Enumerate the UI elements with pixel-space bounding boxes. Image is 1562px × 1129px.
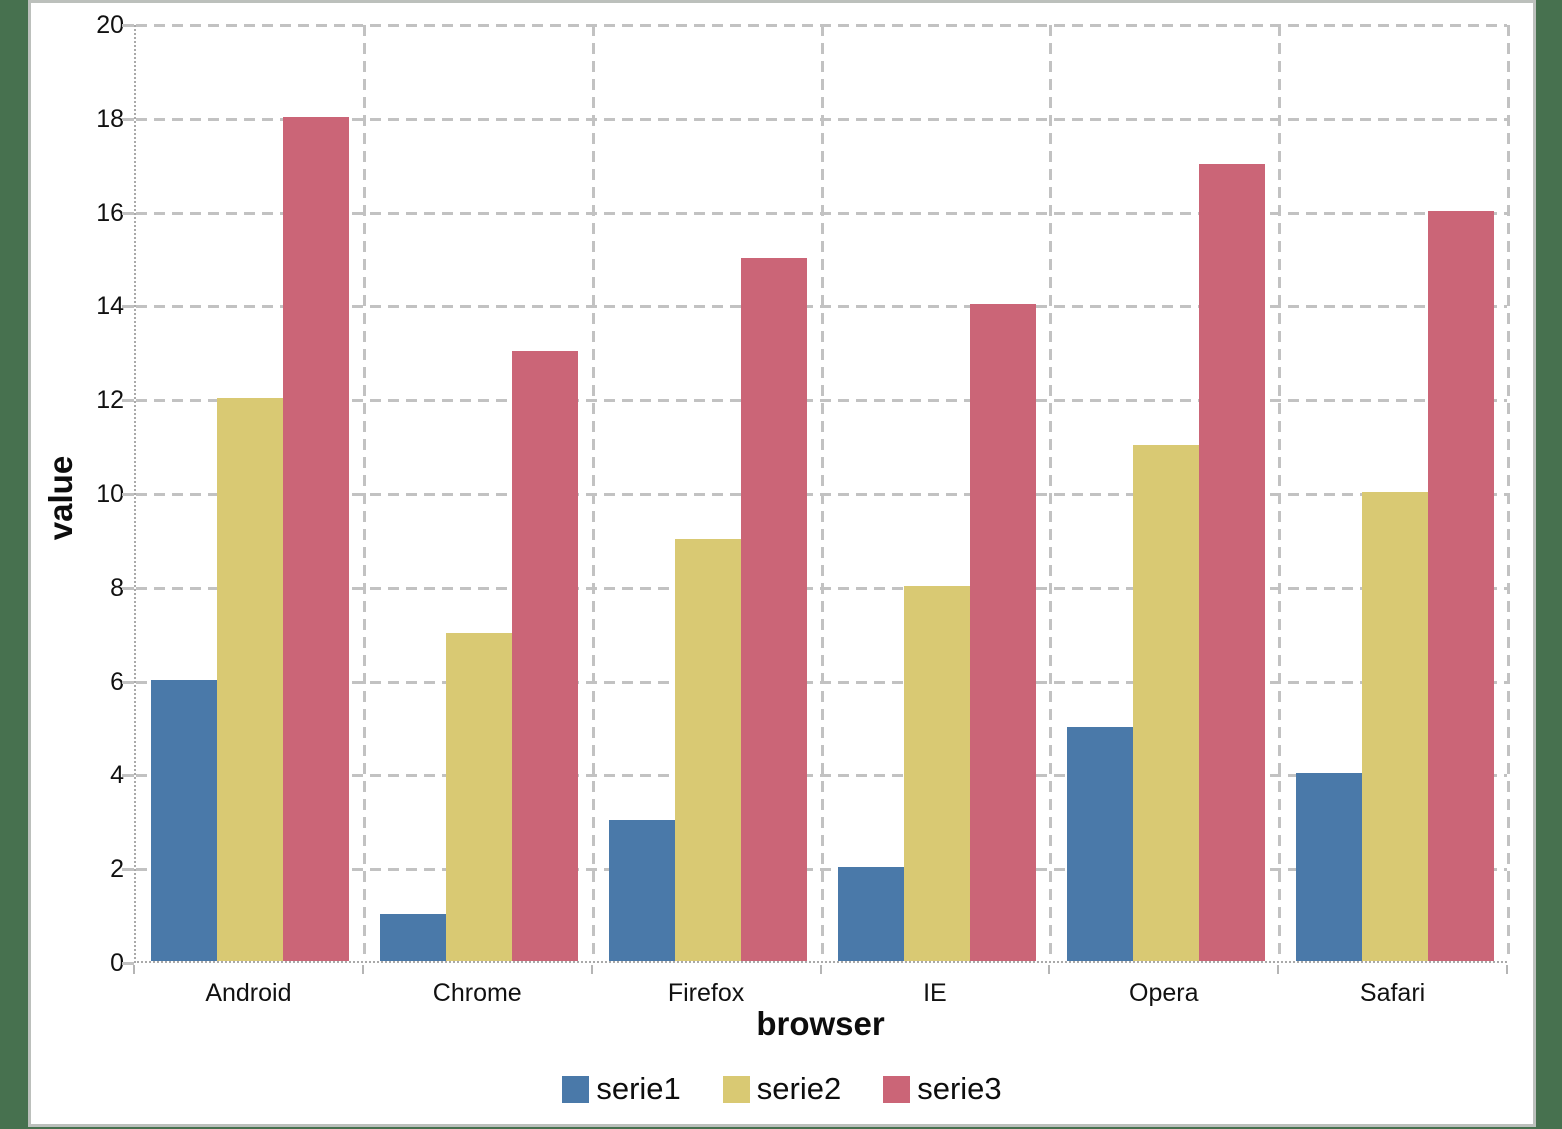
gridline-vertical (362, 25, 366, 961)
x-category-label: Opera (1129, 979, 1199, 1007)
bar-serie2-opera (1132, 445, 1199, 961)
y-tick-label: 14 (96, 292, 124, 321)
y-tick-label: 2 (110, 855, 124, 884)
y-tick-mark (122, 399, 134, 403)
x-tick-mark (819, 965, 822, 974)
legend-label: serie2 (756, 1071, 842, 1106)
gridline-vertical (820, 25, 824, 961)
y-axis-title: value (42, 455, 79, 541)
legend-label: serie3 (917, 1071, 1002, 1106)
y-tick-mark (122, 774, 134, 778)
bar-serie2-android (217, 398, 284, 961)
bar-serie1-safari (1295, 773, 1362, 961)
y-tick-mark (122, 24, 134, 27)
bar-serie1-chrome (380, 914, 447, 961)
legend-swatch-icon (722, 1075, 750, 1103)
gridline-vertical (1278, 25, 1282, 961)
bar-serie1-android (151, 679, 218, 961)
y-tick-label: 6 (110, 667, 124, 696)
y-tick-mark (122, 586, 134, 590)
bar-serie3-android (283, 116, 350, 961)
bar-serie1-opera (1066, 726, 1133, 961)
plot-area (134, 24, 1510, 963)
x-category-label: Firefox (667, 979, 745, 1007)
y-tick-label: 4 (110, 761, 124, 790)
bar-serie3-safari (1427, 210, 1494, 961)
y-tick-mark (122, 493, 134, 496)
x-category-label: IE (923, 979, 947, 1007)
gridline-vertical (1049, 25, 1053, 961)
y-tick-mark (122, 868, 134, 872)
x-tick-mark (1048, 965, 1051, 974)
y-tick-mark (122, 211, 134, 215)
legend-item-serie3: serie3 (883, 1071, 1002, 1107)
bar-serie3-firefox (741, 257, 808, 961)
legend-item-serie2: serie2 (722, 1071, 842, 1107)
bar-serie2-ie (903, 585, 970, 961)
x-category-label: Chrome (432, 979, 522, 1007)
y-tick-label: 18 (96, 104, 124, 133)
chart-panel: 0 2 4 6 8 10 12 14 16 18 20 Android Chrome Firefox IE… (28, 0, 1536, 1127)
y-tick-label: 20 (96, 11, 124, 39)
x-tick-mark (133, 965, 135, 974)
x-tick-mark (361, 965, 364, 974)
bar-serie3-chrome (512, 351, 579, 961)
bar-serie2-firefox (675, 538, 742, 961)
y-tick-label: 0 (110, 949, 124, 977)
bar-serie2-safari (1361, 492, 1428, 961)
bar-serie1-ie (837, 867, 904, 961)
gridline-vertical (1507, 25, 1510, 961)
y-tick-label: 10 (96, 480, 124, 508)
x-tick-mark (1277, 965, 1280, 974)
legend-swatch-icon (883, 1075, 911, 1103)
y-tick-label: 12 (96, 386, 124, 415)
y-tick-mark (122, 962, 134, 965)
legend-swatch-icon (562, 1075, 590, 1103)
x-tick-mark (590, 965, 593, 974)
bar-serie2-chrome (446, 632, 513, 961)
y-tick-mark (122, 305, 134, 309)
legend-item-serie1: serie1 (562, 1071, 681, 1107)
y-tick-mark (122, 117, 134, 121)
bar-serie1-firefox (609, 820, 676, 961)
y-tick-label: 8 (110, 573, 124, 602)
chart-legend: serie1 serie2 serie3 (31, 1071, 1533, 1107)
x-category-label: Android (205, 979, 292, 1007)
x-axis-title: browser (756, 1005, 885, 1042)
y-tick-mark (122, 680, 134, 684)
x-category-label: Safari (1359, 979, 1426, 1007)
bar-serie3-opera (1198, 163, 1265, 961)
gridline-vertical (591, 25, 595, 961)
y-tick-label: 16 (96, 198, 124, 227)
x-tick-mark (1506, 965, 1508, 974)
bar-serie3-ie (969, 304, 1036, 961)
legend-label: serie1 (596, 1071, 681, 1106)
